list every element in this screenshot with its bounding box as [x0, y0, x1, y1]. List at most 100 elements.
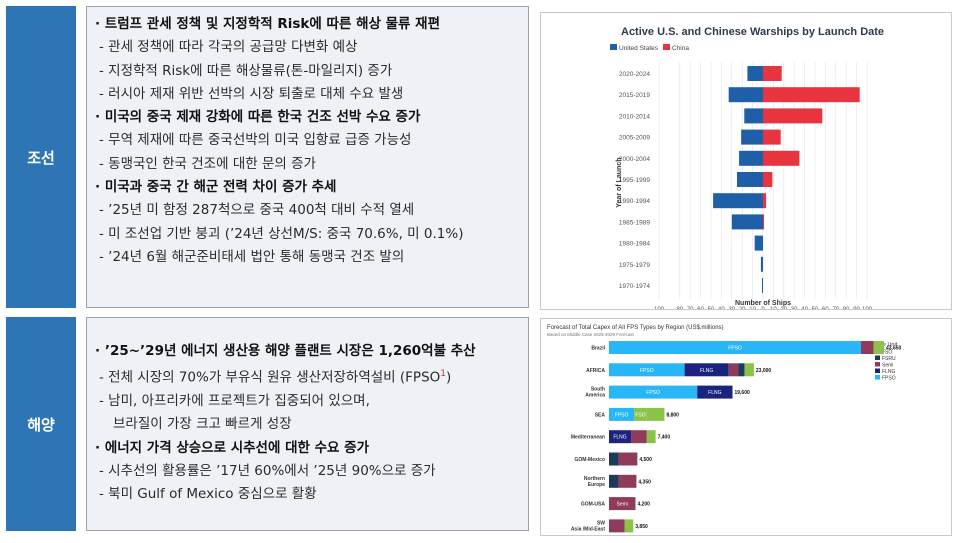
- bar-us: [761, 278, 763, 293]
- y-tick-label: SW: [597, 520, 605, 526]
- bar-china: [763, 108, 823, 124]
- bar-us: [728, 87, 763, 103]
- segment-label: FLNG: [700, 368, 713, 374]
- y-tick-label: Mediterranean: [571, 435, 605, 441]
- legend-label-china: China: [672, 45, 689, 52]
- fps-capex-chart-frame: Forecast of Total Capex of All FPS Types…: [540, 318, 952, 536]
- y-tick-label: Europe: [588, 482, 605, 488]
- bar-segment: [646, 430, 656, 444]
- y-tick-label: 1995-1999: [619, 177, 650, 184]
- bullet-sub-item: - 전체 시장의 70%가 부유식 원유 생산저장하역설비 (FPSO1): [95, 363, 520, 390]
- y-tick-label: SEA: [595, 412, 606, 418]
- y-tick-label: 2020-2024: [619, 71, 650, 78]
- bar-segment: [609, 407, 635, 421]
- legend-swatch-china: [663, 44, 670, 50]
- x-tick-label: 40: [801, 307, 808, 309]
- bullet-text: · 에너지 가격 상승으로 시추선에 대한 수요 증가: [95, 439, 370, 456]
- chart-title: Forecast of Total Capex of All FPS Types…: [547, 325, 724, 331]
- segment-label: FPSO: [640, 368, 654, 374]
- bullet-heading: · 미국의 중국 제재 강화에 따른 한국 건조 선박 수요 증가: [95, 106, 520, 129]
- bullet-text: · ’25~’29년 에너지 생산용 해양 플랜트 시장은 1,260억불 추산: [95, 343, 476, 359]
- y-tick-label: 1985-1989: [619, 219, 650, 226]
- legend-label: FPSO: [882, 376, 896, 382]
- y-tick-label: GOM-USA: [581, 502, 606, 508]
- y-tick-label: 1980-1984: [619, 241, 650, 248]
- segment-label: FPSO: [615, 412, 629, 418]
- bar-us: [737, 172, 763, 187]
- x-tick-label: 80: [676, 307, 683, 309]
- bullet-heading: · 트럼프 관세 정책 및 지정학적 Risk에 따른 해상 물류 재편: [95, 13, 520, 36]
- bullet-sub-item: - ’25년 미 함정 287척으로 중국 400척 대비 수적 열세: [95, 199, 520, 222]
- bar-segment: [728, 363, 739, 377]
- y-tick-label: GOM-Mexico: [574, 457, 605, 463]
- x-tick-label: 60: [697, 307, 704, 309]
- bar-us: [747, 66, 763, 81]
- segment-label: Semi: [617, 502, 628, 508]
- x-tick-label: 30: [728, 307, 735, 309]
- bullet-text: 브라질이 가장 크고 빠르게 성장: [113, 416, 292, 433]
- y-tick-label: AFRICA: [586, 368, 605, 374]
- bullet-text: - 지정학적 Risk에 따른 해상물류(톤-마일리지) 증가: [99, 62, 393, 79]
- bullet-text: · 미국의 중국 제재 강화에 따른 한국 건조 선박 수요 증가: [95, 109, 421, 126]
- bullet-sub-item: - 러시아 제재 위반 선박의 시장 퇴출로 대체 수요 발생: [95, 83, 520, 106]
- bar-segment: [624, 519, 634, 533]
- x-tick-label: 10: [770, 307, 777, 309]
- bar-us: [731, 214, 763, 230]
- x-tick-label: 50: [708, 307, 715, 309]
- x-tick-label: 70: [832, 307, 839, 309]
- category-label-offshore: 해양: [6, 317, 76, 531]
- x-tick-label: 100: [862, 307, 873, 309]
- total-label: 43,650: [886, 346, 902, 352]
- y-tick-label: Northern: [584, 476, 605, 482]
- total-label: 4,350: [638, 479, 651, 485]
- bar-china: [763, 193, 767, 209]
- segment-label: FSO: [635, 412, 645, 418]
- x-tick-label: 70: [687, 307, 694, 309]
- bullet-sub-item: - ’24년 6월 해군준비태세 법안 통해 동맹국 건조 발의: [95, 246, 520, 269]
- bar-china: [763, 66, 782, 81]
- footnote-marker: 1: [440, 369, 446, 380]
- bullet-text: - ’24년 6월 해군준비태세 법안 통해 동맹국 건조 발의: [99, 248, 405, 265]
- bullet-text: · 미국과 중국 간 해군 전력 차이 증가 추세: [95, 179, 337, 196]
- fps-capex-chart: Forecast of Total Capex of All FPS Types…: [547, 325, 902, 533]
- x-tick-label: 50: [812, 307, 819, 309]
- y-tick-label: South: [591, 387, 605, 393]
- bullet-heading: · 미국과 중국 간 해군 전력 차이 증가 추세: [95, 176, 520, 199]
- bar-segment: [861, 341, 874, 354]
- y-tick-label: 2015-2019: [619, 92, 650, 99]
- bullet-sub-item: - 동맹국인 한국 건조에 대한 문의 증가: [95, 153, 520, 176]
- bullet-text: - 남미, 아프리카에 프로젝트가 집중되어 있으며,: [99, 393, 370, 410]
- bullet-text-tail: ): [446, 369, 452, 386]
- x-tick-label: 80: [843, 307, 850, 309]
- warships-chart-frame: Active U.S. and Chinese Warships by Laun…: [540, 12, 952, 313]
- bullet-text: - 시추선의 활용률은 ’17년 60%에서 ’25년 90%으로 증가: [99, 462, 436, 479]
- total-label: 4,200: [637, 502, 650, 508]
- bullet-text: - ’25년 미 함정 287척으로 중국 400척 대비 수적 열세: [99, 202, 415, 219]
- total-label: 8,800: [666, 412, 679, 418]
- bar-segment: [634, 407, 647, 421]
- legend-swatch: [875, 362, 880, 367]
- bar-segment: [631, 430, 647, 444]
- bullet-sub-item: - 시추선의 활용률은 ’17년 60%에서 ’25년 90%으로 증가: [95, 460, 520, 483]
- bar-us: [739, 150, 763, 166]
- bar-us: [744, 108, 763, 124]
- shipbuilding-text-box: · 트럼프 관세 정책 및 지정학적 Risk에 따른 해상 물류 재편 - 관세…: [86, 6, 529, 308]
- bullet-heading: · ’25~’29년 에너지 생산용 해양 플랜트 시장은 1,260억불 추산: [95, 340, 520, 363]
- bar-segment: [738, 363, 745, 377]
- x-axis-label: Number of Ships: [735, 300, 791, 307]
- bar-segment: [646, 407, 665, 421]
- bullet-sub-item: - 관세 정책에 따라 각국의 공급망 다변화 예상: [95, 36, 520, 59]
- legend-swatch: [875, 368, 880, 373]
- y-tick-label: Asia /Mid-East: [571, 526, 606, 532]
- x-tick-label: 20: [739, 307, 746, 309]
- bar-us: [713, 193, 763, 209]
- bullet-sub-item: - 북미 Gulf of Mexico 중심으로 활황: [95, 483, 520, 506]
- y-tick-label: Brazil: [591, 346, 605, 352]
- segment-label: FLNG: [708, 390, 721, 396]
- bullet-text: - 동맹국인 한국 건조에 대한 문의 증가: [99, 155, 316, 172]
- y-tick-label: America: [585, 393, 605, 399]
- total-label: 7,400: [658, 435, 671, 441]
- bullet-sub-item: - 남미, 아프리카에 프로젝트가 집중되어 있으며,: [95, 390, 520, 413]
- bullet-heading: · 에너지 가격 상승으로 시추선에 대한 수요 증가: [95, 437, 520, 460]
- segment-label: FLNG: [613, 435, 626, 441]
